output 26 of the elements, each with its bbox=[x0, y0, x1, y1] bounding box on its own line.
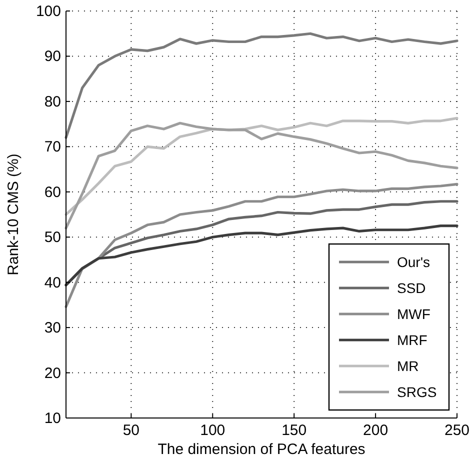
y-tick-label: 50 bbox=[44, 229, 61, 246]
y-tick-label: 70 bbox=[44, 138, 61, 156]
legend-label: MRF bbox=[397, 332, 428, 348]
legend-label: Our's bbox=[397, 254, 430, 270]
y-tick-label: 80 bbox=[44, 93, 61, 110]
x-axis-title: The dimension of PCA features bbox=[158, 441, 366, 458]
legend-label: MWF bbox=[397, 306, 430, 322]
line-series bbox=[64, 122, 458, 230]
x-tick-label: 250 bbox=[444, 422, 470, 439]
legend-label: MR bbox=[397, 358, 419, 374]
x-tick-label: 100 bbox=[200, 422, 226, 439]
y-axis-title: Rank-10 CMS (%) bbox=[5, 154, 22, 276]
x-tick-label: 200 bbox=[363, 422, 388, 439]
x-tick-label: 150 bbox=[282, 422, 307, 439]
line-series bbox=[64, 182, 458, 308]
x-tick-label: 50 bbox=[122, 422, 140, 439]
y-tick-label: 100 bbox=[36, 3, 61, 20]
y-tick-label: 20 bbox=[44, 364, 61, 382]
y-tick-label: 10 bbox=[44, 410, 61, 427]
line-series bbox=[64, 32, 458, 139]
y-tick-label: 90 bbox=[44, 48, 61, 66]
legend-label: SSD bbox=[397, 280, 426, 296]
y-tick-label: 30 bbox=[44, 320, 61, 337]
legend-label: SRGS bbox=[397, 384, 437, 400]
y-tick-label: 40 bbox=[44, 274, 61, 292]
y-tick-label: 60 bbox=[44, 184, 61, 201]
